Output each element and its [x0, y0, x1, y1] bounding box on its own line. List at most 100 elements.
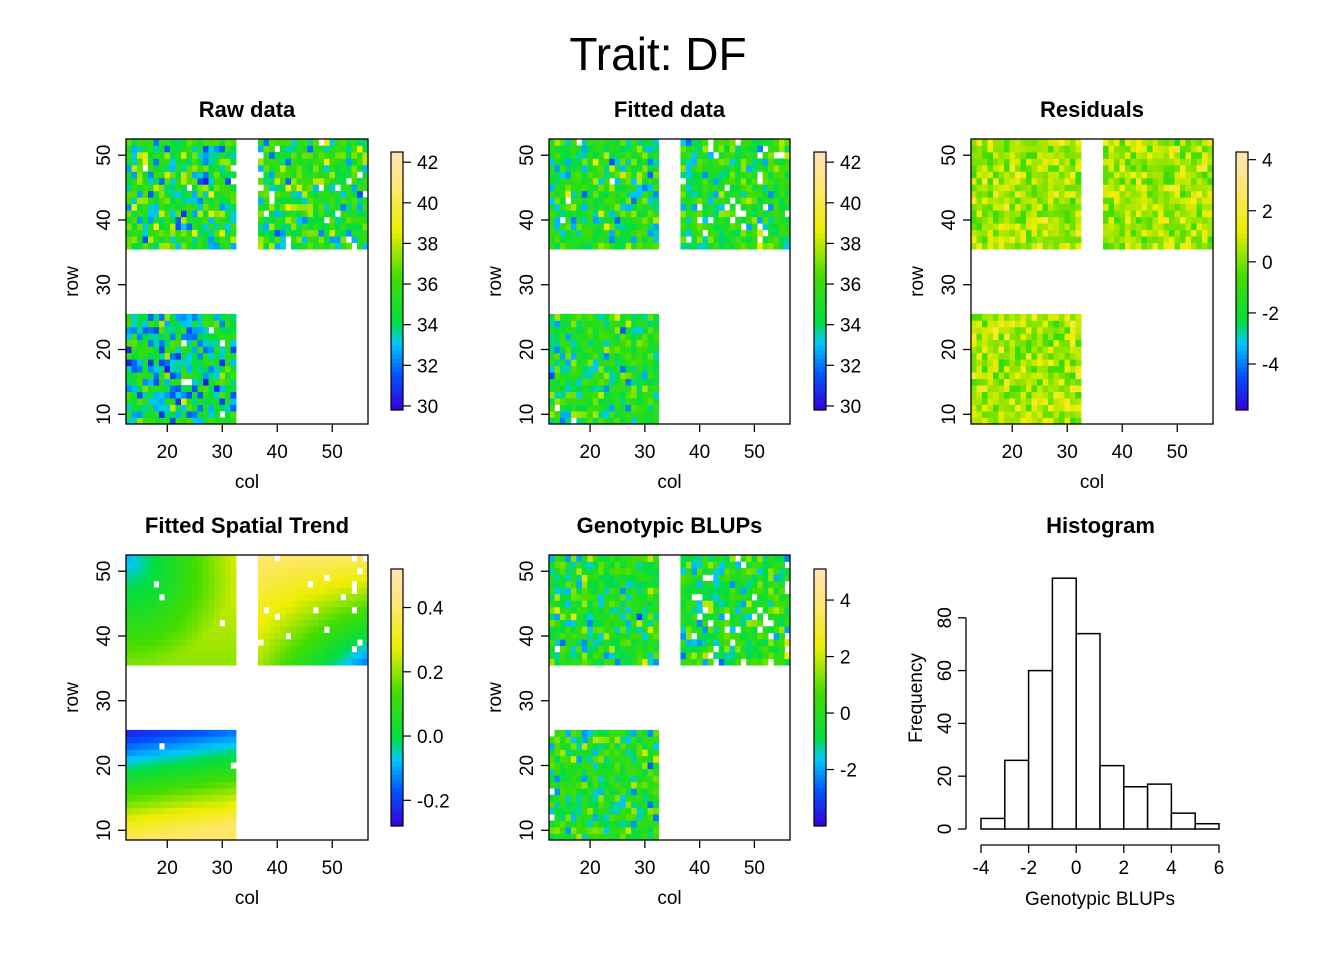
heatmap-cell [225, 593, 231, 601]
heatmap-cell [153, 626, 160, 634]
heatmap-cell [351, 639, 358, 647]
colorbar-segment [391, 697, 403, 703]
heatmap-cell [653, 372, 659, 380]
heatmap-cell [142, 391, 149, 399]
heatmap-cell [280, 223, 286, 231]
heatmap-cell [137, 729, 143, 737]
heatmap-cell [570, 359, 577, 367]
heatmap-cell [581, 190, 588, 198]
heatmap-cell [214, 781, 220, 789]
heatmap-cell [170, 606, 176, 614]
heatmap-cell [740, 606, 747, 614]
heatmap-cell [680, 203, 687, 211]
heatmap-cell [691, 139, 698, 146]
heatmap-cell [609, 242, 616, 250]
heatmap-cell [197, 749, 204, 757]
heatmap-cell [1114, 242, 1120, 250]
heatmap-cell [993, 223, 999, 231]
heatmap-cell [971, 171, 977, 179]
heatmap-cell [998, 197, 1005, 205]
heatmap-cell [302, 619, 308, 627]
heatmap-cell [570, 339, 577, 347]
heatmap-cell [126, 762, 132, 770]
heatmap-cell [581, 574, 588, 582]
heatmap-cell [148, 346, 154, 354]
heatmap-cell [609, 645, 616, 653]
heatmap-cell [691, 580, 698, 588]
heatmap-cell [982, 385, 988, 393]
heatmap-cell [620, 580, 627, 588]
heatmap-cell [208, 184, 215, 192]
heatmap-cell [998, 313, 1005, 321]
heatmap-cell [126, 139, 132, 146]
heatmap-cell [285, 223, 292, 231]
heatmap-cell [357, 580, 363, 588]
heatmap-cell [1048, 333, 1054, 341]
heatmap-cell [570, 320, 577, 328]
heatmap-cell [559, 613, 566, 621]
heatmap-cell [302, 139, 308, 146]
heatmap-cell [148, 833, 154, 841]
heatmap-cell [592, 632, 599, 640]
heatmap-cell [214, 652, 220, 660]
heatmap-cell [1136, 236, 1142, 244]
heatmap-cell [291, 580, 297, 588]
heatmap-cell [609, 326, 616, 334]
heatmap-cell [740, 580, 747, 588]
heatmap-cell [976, 139, 983, 146]
heatmap-cell [576, 151, 583, 159]
heatmap-cell [219, 781, 226, 789]
heatmap-cell [126, 411, 132, 418]
heatmap-cell [576, 561, 583, 569]
heatmap-cell [1026, 346, 1032, 354]
heatmap-cell [170, 762, 176, 770]
heatmap-cell [691, 658, 698, 666]
heatmap-cell [631, 385, 638, 393]
heatmap-cell [302, 177, 308, 185]
heatmap-cell [159, 749, 165, 757]
heatmap-cell [126, 229, 132, 237]
heatmap-cell [1130, 210, 1137, 218]
heatmap-cell [598, 378, 605, 386]
heatmap-cell [680, 197, 687, 205]
heatmap-cell [1026, 404, 1032, 412]
heatmap-cell [1114, 164, 1120, 172]
heatmap-cell [186, 398, 193, 405]
heatmap-cell [225, 385, 231, 393]
heatmap-cell [691, 561, 698, 569]
heatmap-cell [565, 561, 572, 569]
heatmap-cell [1031, 145, 1038, 153]
heatmap-cell [362, 145, 369, 153]
heatmap-cell [153, 827, 160, 834]
heatmap-cell [620, 171, 627, 179]
heatmap-cell [1207, 151, 1214, 159]
heatmap-cell [1048, 203, 1054, 211]
heatmap-cell [620, 567, 627, 575]
heatmap-cell [592, 197, 599, 205]
heatmap-cell [768, 555, 774, 562]
heatmap-cell [285, 216, 292, 224]
heatmap-cell [570, 567, 577, 575]
heatmap-cell [230, 561, 237, 569]
heatmap-cell [181, 203, 187, 211]
heatmap-cell [335, 613, 341, 621]
heatmap-cell [768, 197, 774, 205]
heatmap-cell [549, 555, 555, 562]
heatmap-cell [1147, 229, 1153, 237]
heatmap-cell [291, 567, 297, 575]
heatmap-cell [142, 339, 149, 347]
heatmap-cell [142, 184, 149, 192]
y-tick-label: 40 [94, 209, 115, 230]
heatmap-cell [1070, 398, 1076, 405]
heatmap-cell [164, 658, 171, 666]
heatmap-cell [164, 801, 171, 809]
heatmap-cell [148, 398, 154, 405]
heatmap-cell [181, 632, 187, 640]
heatmap-cell [269, 645, 275, 653]
heatmap-cell [197, 755, 204, 763]
heatmap-cell [603, 190, 610, 198]
heatmap-cell [329, 626, 336, 634]
heatmap-cell [148, 197, 154, 205]
heatmap-cell [1114, 177, 1120, 185]
heatmap-cell [1004, 372, 1010, 380]
